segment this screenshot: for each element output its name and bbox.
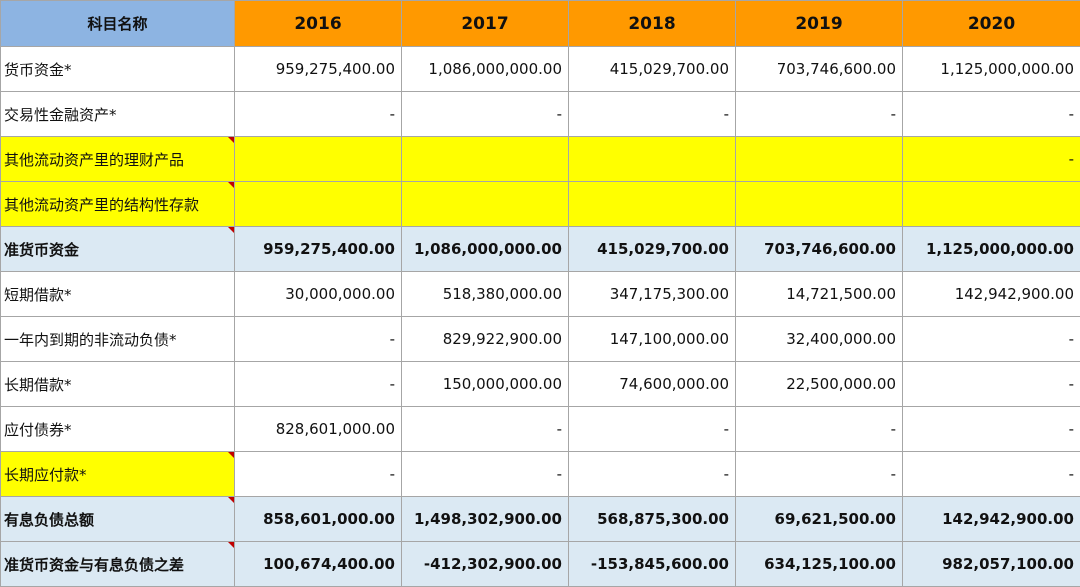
table-cell[interactable]: 147,100,000.00 [568,316,736,362]
header-year-2017[interactable]: 2017 [401,0,569,47]
row-label[interactable]: 准货币资金 [0,226,235,272]
header-year-2016[interactable]: 2016 [234,0,402,47]
table-cell[interactable]: - [902,451,1080,497]
table-cell[interactable]: - [902,316,1080,362]
table-row: 其他流动资产里的结构性存款 [0,181,1080,227]
table-cell[interactable]: 415,029,700.00 [568,226,736,272]
table-cell[interactable]: 1,086,000,000.00 [401,46,569,92]
table-cell[interactable]: 828,601,000.00 [234,406,402,452]
table-cell[interactable]: - [902,136,1080,182]
row-label[interactable]: 货币资金* [0,46,235,92]
table-cell[interactable]: 100,674,400.00 [234,541,402,587]
table-cell[interactable]: 1,125,000,000.00 [902,46,1080,92]
table-cell[interactable]: 142,942,900.00 [902,496,1080,542]
table-cell[interactable]: - [735,406,903,452]
row-label[interactable]: 长期借款* [0,361,235,407]
table-row: 其他流动资产里的理财产品 - [0,136,1080,182]
table-cell[interactable] [234,136,402,182]
table-cell[interactable]: 858,601,000.00 [234,496,402,542]
table-cell[interactable]: 634,125,100.00 [735,541,903,587]
row-label[interactable]: 短期借款* [0,271,235,317]
table-cell[interactable]: - [234,361,402,407]
table-cell[interactable]: 415,029,700.00 [568,46,736,92]
table-cell[interactable] [568,181,736,227]
table-cell[interactable]: 568,875,300.00 [568,496,736,542]
table-cell[interactable]: - [902,361,1080,407]
table-cell[interactable]: 30,000,000.00 [234,271,402,317]
table-cell[interactable] [735,136,903,182]
table-cell[interactable]: - [568,91,736,137]
table-cell[interactable]: -153,845,600.00 [568,541,736,587]
table-cell[interactable]: 32,400,000.00 [735,316,903,362]
table-cell[interactable] [735,181,903,227]
table-cell[interactable]: - [735,91,903,137]
table-cell[interactable] [234,181,402,227]
table-row: 交易性金融资产* - - - - - [0,91,1080,137]
table-cell[interactable]: - [568,451,736,497]
row-label[interactable]: 有息负债总额 [0,496,235,542]
header-account-name[interactable]: 科目名称 [0,0,235,47]
table-cell[interactable]: 703,746,600.00 [735,46,903,92]
table-cell[interactable]: 829,922,900.00 [401,316,569,362]
header-year-2019[interactable]: 2019 [735,0,903,47]
row-label[interactable]: 其他流动资产里的结构性存款 [0,181,235,227]
table-cell[interactable] [401,181,569,227]
table-row: 准货币资金与有息负债之差 100,674,400.00 -412,302,900… [0,541,1080,587]
table-row: 货币资金* 959,275,400.00 1,086,000,000.00 41… [0,46,1080,92]
table-cell[interactable]: 1,498,302,900.00 [401,496,569,542]
row-label[interactable]: 一年内到期的非流动负债* [0,316,235,362]
table-cell[interactable]: 518,380,000.00 [401,271,569,317]
table-cell[interactable]: 959,275,400.00 [234,226,402,272]
table-cell[interactable] [401,136,569,182]
table-cell[interactable]: 69,621,500.00 [735,496,903,542]
table-cell[interactable]: 347,175,300.00 [568,271,736,317]
row-label[interactable]: 应付债券* [0,406,235,452]
table-cell[interactable]: - [401,451,569,497]
table-row: 有息负债总额 858,601,000.00 1,498,302,900.00 5… [0,496,1080,542]
table-row: 准货币资金 959,275,400.00 1,086,000,000.00 41… [0,226,1080,272]
table-cell[interactable]: 74,600,000.00 [568,361,736,407]
table-row: 短期借款* 30,000,000.00 518,380,000.00 347,1… [0,271,1080,317]
table-cell[interactable] [568,136,736,182]
table-row: 应付债券* 828,601,000.00 - - - - [0,406,1080,452]
table-cell[interactable]: 150,000,000.00 [401,361,569,407]
table-cell[interactable]: - [902,91,1080,137]
table-cell[interactable]: 959,275,400.00 [234,46,402,92]
header-year-2020[interactable]: 2020 [902,0,1080,47]
table-cell[interactable]: 142,942,900.00 [902,271,1080,317]
table-cell[interactable]: 22,500,000.00 [735,361,903,407]
table-cell[interactable]: 703,746,600.00 [735,226,903,272]
table-row: 长期应付款* - - - - - [0,451,1080,497]
table-cell[interactable]: - [401,91,569,137]
table-cell[interactable]: - [234,451,402,497]
row-label[interactable]: 长期应付款* [0,451,235,497]
table-cell[interactable]: 982,057,100.00 [902,541,1080,587]
row-label[interactable]: 准货币资金与有息负债之差 [0,541,235,587]
table-cell[interactable]: - [401,406,569,452]
table-cell[interactable]: 1,086,000,000.00 [401,226,569,272]
row-label[interactable]: 交易性金融资产* [0,91,235,137]
header-year-2018[interactable]: 2018 [568,0,736,47]
table-cell[interactable]: - [568,406,736,452]
table-cell[interactable]: - [234,91,402,137]
table-cell[interactable]: 1,125,000,000.00 [902,226,1080,272]
table-cell[interactable]: - [735,451,903,497]
table-row: 一年内到期的非流动负债* - 829,922,900.00 147,100,00… [0,316,1080,362]
table-cell[interactable]: -412,302,900.00 [401,541,569,587]
header-row: 科目名称 2016 2017 2018 2019 2020 [0,0,1080,47]
table-cell[interactable]: - [234,316,402,362]
table-cell[interactable] [902,181,1080,227]
row-label[interactable]: 其他流动资产里的理财产品 [0,136,235,182]
table-row: 长期借款* - 150,000,000.00 74,600,000.00 22,… [0,361,1080,407]
table-cell[interactable]: 14,721,500.00 [735,271,903,317]
table-cell[interactable]: - [902,406,1080,452]
